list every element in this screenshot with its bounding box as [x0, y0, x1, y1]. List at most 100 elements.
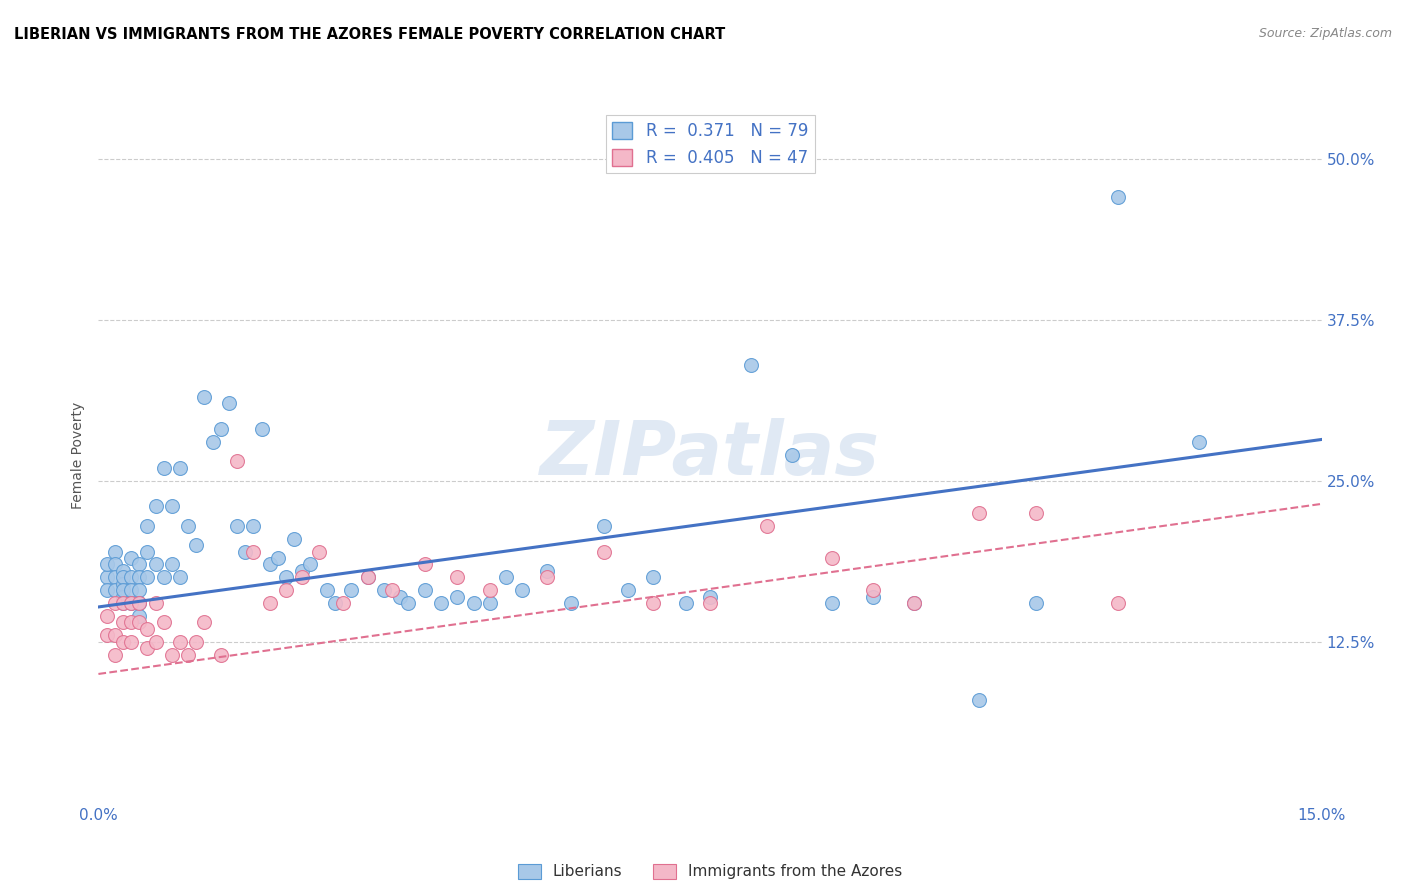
Point: [299, 558, 322, 572]
Point: [111, 583, 134, 598]
Point: [862, 583, 884, 598]
Point: [111, 570, 134, 584]
Point: [120, 615, 142, 630]
Point: [242, 544, 264, 558]
Point: [308, 544, 330, 558]
Point: [209, 422, 232, 436]
Point: [209, 648, 232, 662]
Point: [967, 692, 990, 706]
Point: [446, 590, 468, 604]
Point: [120, 596, 142, 610]
Point: [218, 396, 240, 410]
Point: [323, 596, 346, 610]
Point: [512, 583, 534, 598]
Point: [536, 564, 558, 578]
Point: [780, 448, 803, 462]
Point: [274, 570, 297, 584]
Point: [96, 609, 118, 624]
Point: [128, 583, 150, 598]
Point: [104, 544, 127, 558]
Point: [111, 576, 134, 591]
Point: [821, 551, 844, 566]
Point: [120, 596, 142, 610]
Point: [430, 596, 453, 610]
Point: [104, 628, 127, 642]
Point: [536, 570, 558, 584]
Y-axis label: Female Poverty: Female Poverty: [72, 401, 86, 508]
Point: [356, 570, 378, 584]
Point: [160, 648, 183, 662]
Point: [120, 570, 142, 584]
Point: [128, 596, 150, 610]
Point: [593, 544, 616, 558]
Point: [145, 634, 167, 648]
Point: [1107, 190, 1129, 204]
Legend: Liberians, Immigrants from the Azores: Liberians, Immigrants from the Azores: [512, 857, 908, 886]
Point: [96, 628, 118, 642]
Point: [96, 570, 118, 584]
Point: [641, 570, 664, 584]
Point: [152, 615, 174, 630]
Point: [152, 570, 174, 584]
Point: [226, 454, 249, 468]
Point: [136, 518, 159, 533]
Point: [356, 570, 378, 584]
Point: [111, 615, 134, 630]
Point: [756, 518, 779, 533]
Point: [259, 596, 281, 610]
Text: Source: ZipAtlas.com: Source: ZipAtlas.com: [1258, 27, 1392, 40]
Point: [193, 615, 215, 630]
Point: [128, 596, 150, 610]
Point: [283, 532, 305, 546]
Point: [226, 518, 249, 533]
Point: [104, 648, 127, 662]
Point: [1107, 596, 1129, 610]
Point: [201, 435, 224, 450]
Point: [136, 641, 159, 656]
Point: [160, 500, 183, 514]
Point: [111, 634, 134, 648]
Point: [740, 358, 762, 372]
Point: [177, 648, 200, 662]
Point: [120, 551, 142, 566]
Point: [478, 583, 501, 598]
Point: [413, 558, 436, 572]
Point: [373, 583, 395, 598]
Point: [193, 390, 215, 404]
Point: [560, 596, 582, 610]
Point: [1188, 435, 1211, 450]
Point: [675, 596, 697, 610]
Point: [128, 609, 150, 624]
Point: [145, 558, 167, 572]
Point: [186, 538, 208, 552]
Point: [152, 460, 174, 475]
Point: [145, 596, 167, 610]
Point: [291, 564, 314, 578]
Point: [862, 590, 884, 604]
Point: [903, 596, 925, 610]
Point: [699, 596, 721, 610]
Point: [128, 570, 150, 584]
Point: [233, 544, 256, 558]
Point: [104, 583, 127, 598]
Point: [495, 570, 517, 584]
Point: [332, 596, 354, 610]
Point: [967, 506, 990, 520]
Point: [136, 544, 159, 558]
Point: [463, 596, 485, 610]
Point: [593, 518, 616, 533]
Point: [104, 596, 127, 610]
Point: [274, 583, 297, 598]
Point: [136, 622, 159, 636]
Point: [1025, 596, 1047, 610]
Point: [267, 551, 290, 566]
Point: [242, 518, 264, 533]
Point: [699, 590, 721, 604]
Point: [160, 558, 183, 572]
Point: [250, 422, 273, 436]
Point: [169, 570, 191, 584]
Point: [1025, 506, 1047, 520]
Point: [145, 500, 167, 514]
Point: [446, 570, 468, 584]
Point: [169, 634, 191, 648]
